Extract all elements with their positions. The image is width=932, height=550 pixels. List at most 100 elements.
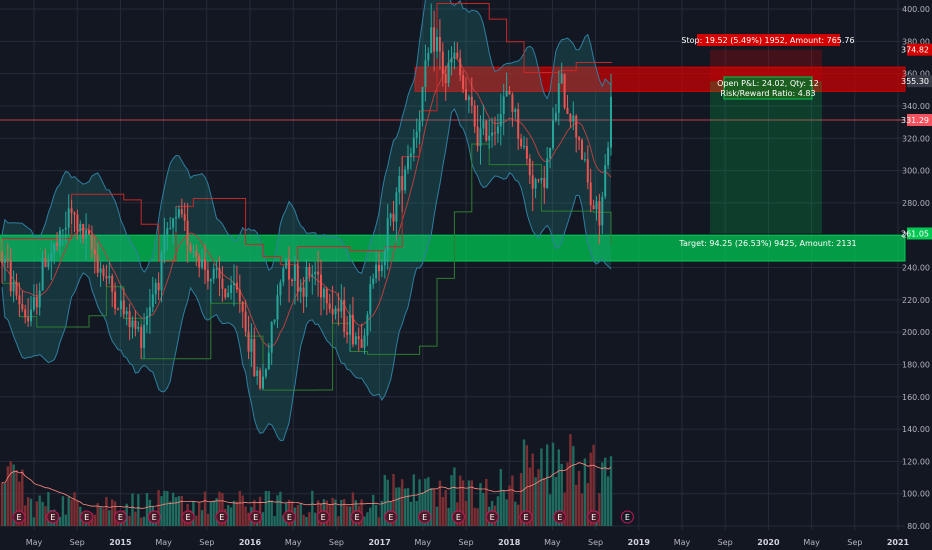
volume-bar xyxy=(525,445,529,526)
earnings-marker-icon[interactable] xyxy=(519,510,533,524)
candle-body xyxy=(270,322,273,353)
candle-body xyxy=(296,264,299,292)
candle-body xyxy=(108,275,111,279)
candle-body xyxy=(334,308,337,315)
candle-body xyxy=(253,338,256,377)
time-tick-label: May xyxy=(803,538,820,547)
earnings-marker-icon[interactable] xyxy=(113,510,127,524)
volume-bar xyxy=(76,500,79,526)
candle-body xyxy=(578,137,581,141)
candle-body xyxy=(528,158,531,176)
price-tick-label: 140.00 xyxy=(902,425,930,434)
candle-body xyxy=(256,370,259,377)
candle-body xyxy=(273,319,276,323)
volume-bar xyxy=(598,493,601,526)
volume-bar xyxy=(0,482,4,526)
candle-body xyxy=(549,147,552,159)
candle-body xyxy=(169,227,172,229)
stop-label-box xyxy=(697,34,840,46)
volume-bar xyxy=(421,492,424,526)
volume-bar xyxy=(174,497,178,526)
candle-body xyxy=(233,282,235,285)
candle-body xyxy=(520,138,523,147)
volume-bar xyxy=(302,514,305,526)
candle-body xyxy=(337,308,340,312)
candle-body xyxy=(111,275,114,292)
candle-body xyxy=(276,295,279,320)
candle-body xyxy=(317,271,320,275)
earnings-marker-icon[interactable] xyxy=(215,510,229,524)
volume-bar xyxy=(540,448,543,526)
candle-body xyxy=(282,268,285,283)
position-tool[interactable]: Stop: 19.52 (5.49%) 1952, Amount: 765.76… xyxy=(678,34,857,248)
candle-body xyxy=(198,256,201,268)
volume-bar xyxy=(64,514,67,526)
time-axis[interactable]: May Sep 2015 May Sep 2016 May Sep 2017 May Sep 2018… xyxy=(26,538,910,547)
volume-bar xyxy=(102,508,105,526)
candle-body xyxy=(505,90,508,97)
earnings-marker-icon[interactable] xyxy=(282,510,296,524)
price-axis[interactable]: 400.00 380.00 360.00 340.00 320.00 300.00 280.… xyxy=(901,0,932,550)
volume-bar xyxy=(198,502,201,526)
earnings-marker-icon[interactable] xyxy=(418,510,432,524)
volume-bar xyxy=(128,515,131,526)
candle-body xyxy=(343,300,346,333)
volume-bar xyxy=(548,494,552,526)
candle-body xyxy=(9,261,12,292)
volume-bar xyxy=(247,512,250,526)
earnings-marker-icon[interactable] xyxy=(451,510,465,524)
earnings-marker-icon[interactable] xyxy=(46,510,60,524)
volume-bar xyxy=(528,467,531,526)
candle-body xyxy=(415,131,418,138)
price-marker-box xyxy=(907,75,932,88)
candle-body xyxy=(148,306,151,316)
volume-bar xyxy=(169,501,172,526)
earnings-marker-icon[interactable] xyxy=(350,510,364,524)
volume-bar xyxy=(366,512,369,526)
candle-body xyxy=(328,303,331,310)
candle-body xyxy=(302,287,305,297)
earnings-marker-label: E xyxy=(422,513,427,522)
time-tick-label: May xyxy=(674,538,691,547)
earnings-marker-label: E xyxy=(50,513,55,522)
zones-layer xyxy=(0,66,906,262)
earnings-marker-icon[interactable] xyxy=(147,510,161,524)
candle-body xyxy=(1,251,3,264)
earnings-marker-icon[interactable] xyxy=(316,510,330,524)
volume-bar xyxy=(195,515,198,526)
volume-bar xyxy=(73,492,76,526)
earnings-marker-icon[interactable] xyxy=(12,510,26,524)
volume-bar xyxy=(273,516,276,526)
earnings-marker-icon[interactable] xyxy=(553,510,567,524)
candle-body xyxy=(230,284,233,293)
candle-body xyxy=(70,208,73,213)
earnings-marker-icon[interactable] xyxy=(181,510,195,524)
candle-body xyxy=(215,268,218,270)
earnings-marker-icon[interactable] xyxy=(384,510,398,524)
volume-bar xyxy=(96,503,99,526)
candle-body xyxy=(401,175,404,191)
volume-layer xyxy=(0,434,613,526)
candle-body xyxy=(90,234,93,250)
volume-bar xyxy=(369,507,372,526)
candle-body xyxy=(64,227,67,230)
candle-body xyxy=(61,229,64,231)
candle-body xyxy=(44,258,47,267)
volume-bar xyxy=(343,499,346,526)
volume-bar xyxy=(314,512,317,526)
earnings-marker-icon[interactable] xyxy=(587,510,601,524)
candle-body xyxy=(186,220,189,246)
earnings-marker-icon[interactable] xyxy=(620,510,634,524)
volume-bar xyxy=(569,434,572,526)
volume-bar xyxy=(395,487,398,526)
price-tick-label: 160.00 xyxy=(902,393,930,402)
candle-body xyxy=(96,254,99,273)
earnings-marker-icon[interactable] xyxy=(249,510,263,524)
time-tick-label: May xyxy=(26,538,43,547)
earnings-marker-icon[interactable] xyxy=(485,510,499,524)
earnings-marker-icon[interactable] xyxy=(80,510,94,524)
volume-bar xyxy=(435,506,439,526)
volume-bar xyxy=(554,477,558,526)
volume-bar xyxy=(606,476,610,526)
